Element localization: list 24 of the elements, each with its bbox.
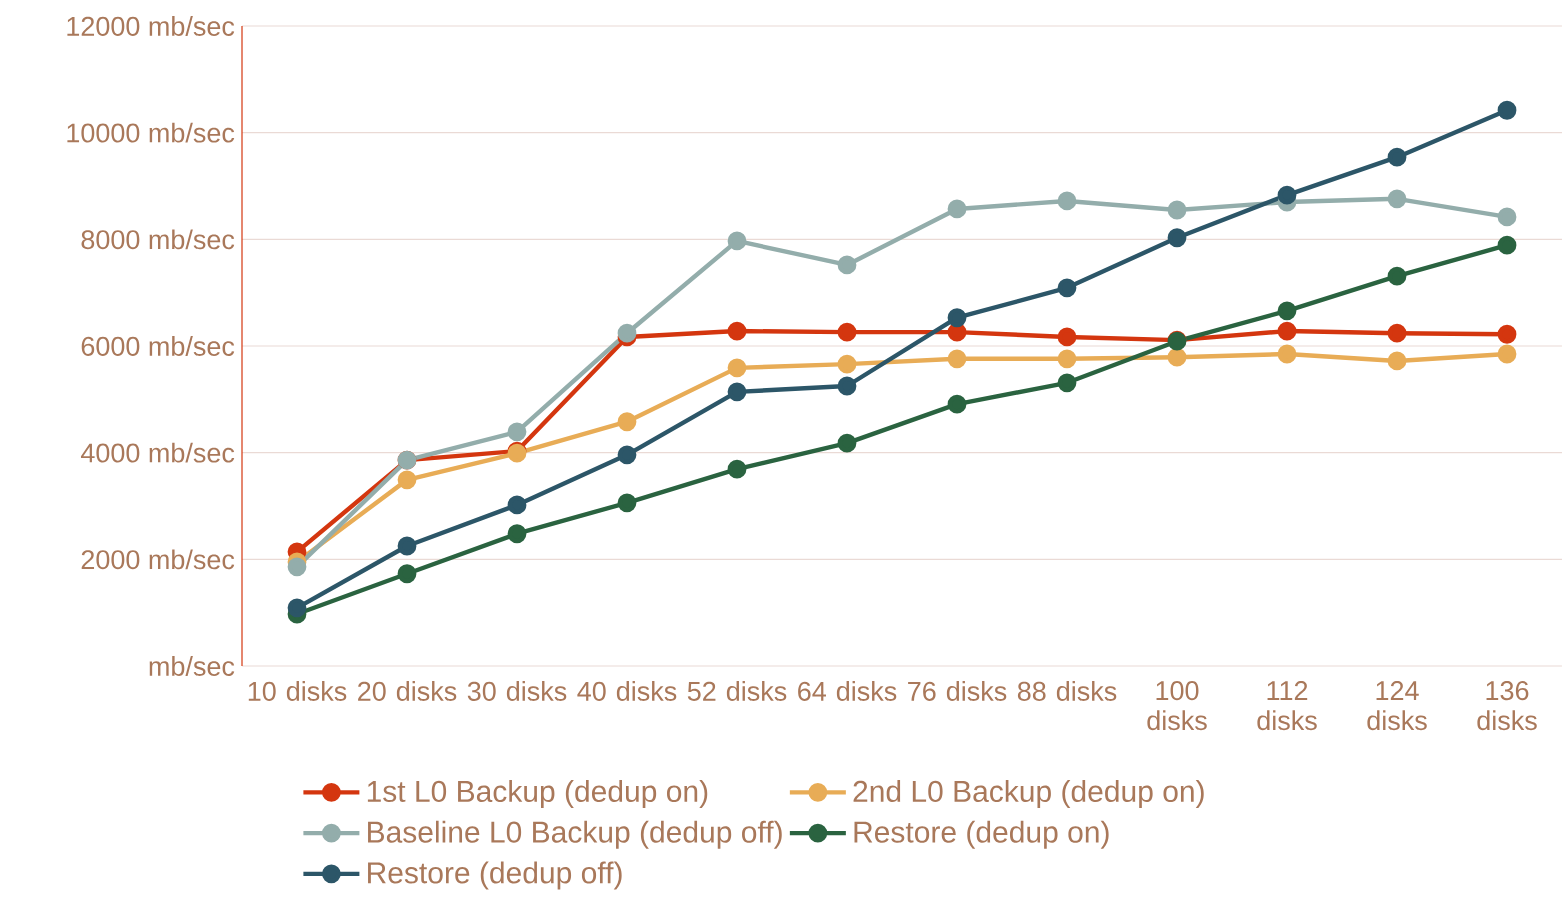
x-tick-label: 30 disks (467, 681, 567, 701)
y-tick-label: 4000 mb/sec (80, 442, 235, 463)
y-tick-label: mb/sec (149, 656, 235, 676)
x-tick-label: 88 disks (1017, 681, 1117, 701)
x-tick-label: 136 disks (1477, 681, 1537, 731)
y-tick-label: 10000 mb/sec (67, 122, 235, 143)
x-tick-label: 40 disks (577, 681, 677, 701)
legend-label: 1st L0 Backup (dedup on) (367, 780, 708, 808)
x-tick-label: 124 disks (1367, 681, 1427, 731)
y-tick-label: 6000 mb/sec (81, 336, 235, 356)
x-tick-label: 20 disks (358, 681, 457, 701)
legend-label: Restore (dedup off) (368, 861, 622, 890)
legend-label: Baseline L0 Backup (dedup off) (368, 820, 782, 849)
x-tick-label: 10 disks (248, 681, 347, 701)
legend-label: Restore (dedup on) (854, 820, 1109, 849)
x-tick-label: 100 disks (1147, 681, 1207, 731)
x-tick-label: 112 disks (1257, 681, 1317, 731)
y-tick-label: 12000 mb/sec (67, 16, 235, 36)
y-tick-label: 8000 mb/sec (81, 229, 235, 250)
x-tick-label: 52 disks (687, 681, 787, 701)
x-tick-label: 64 disks (798, 681, 897, 701)
x-tick-label: 76 disks (908, 681, 1007, 701)
y-tick-label: 2000 mb/sec (81, 549, 235, 570)
legend-label: 2nd L0 Backup (dedup on) (853, 780, 1204, 808)
